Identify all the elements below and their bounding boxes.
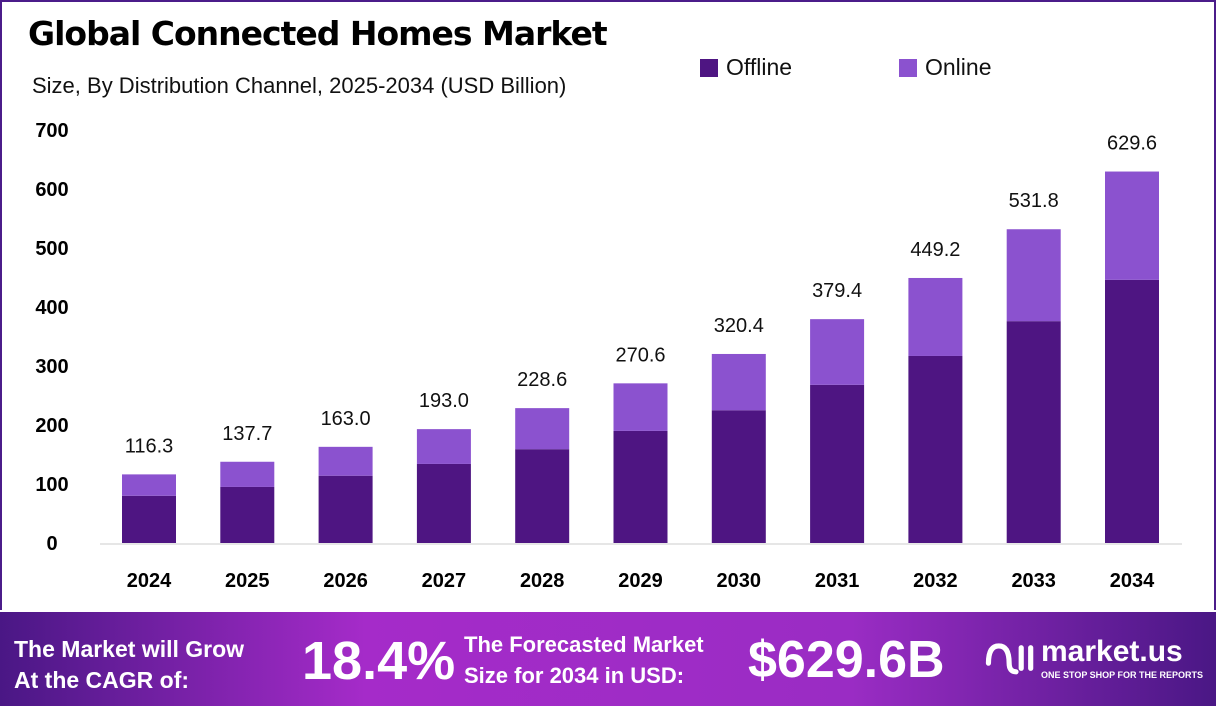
logo-name: market.us [1041,635,1183,668]
x-tick-label: 2030 [717,570,762,592]
bar-online [908,277,963,356]
data-label: 379.4 [812,280,862,302]
bar-online [122,474,176,496]
bar-online [613,383,668,431]
x-tick-label: 2033 [1011,570,1056,592]
y-tick-label: 600 [35,179,68,201]
y-tick-label: 400 [35,297,68,319]
market-size-label: The Forecasted Market Size for 2034 in US… [464,629,704,691]
x-tick-label: 2028 [520,570,565,592]
data-label: 449.2 [910,239,960,261]
bar-offline [1006,321,1061,543]
data-label: 163.0 [321,408,371,430]
bar-online [416,429,471,464]
bar-offline [711,410,766,543]
y-tick-label: 500 [35,238,68,260]
data-label: 193.0 [419,390,469,412]
bar-online [810,319,865,385]
x-tick-label: 2029 [618,570,663,592]
bar-offline [1105,279,1159,543]
data-label: 116.3 [125,435,174,457]
logo-icon [985,643,1034,675]
bar-offline [318,475,373,543]
bar-offline [416,463,471,543]
market-us-logo: market.us ONE STOP SHOP FOR THE REPORTS [985,636,1203,680]
x-tick-label: 2025 [225,570,270,592]
x-tick-label: 2024 [127,570,172,592]
bar-offline [908,355,963,543]
cagr-value: 18.4% [302,631,456,691]
bar-online [318,446,373,476]
legend-online: Online [899,54,991,81]
bar-offline [220,486,275,543]
legend-label: Offline [726,54,793,80]
data-label: 270.6 [615,344,665,366]
y-tick-label: 300 [35,356,68,378]
size-label-line: Size for 2034 in USD: [464,663,685,688]
bar-online [1105,171,1159,280]
x-tick-label: 2027 [422,570,467,592]
bar-chart: 0 100 200 300 400 500 600 700 116.3 2024 137.7 2025… [35,120,1182,592]
chart-title: Global Connected Homes Market [28,14,608,53]
data-label: 629.6 [1107,133,1157,155]
bar-offline [810,384,865,543]
x-tick-label: 2034 [1110,570,1155,592]
data-label: 531.8 [1009,190,1059,212]
y-tick-label: 100 [35,474,68,496]
data-label: 320.4 [714,315,764,337]
cagr-label: The Market will Grow At the CAGR of: [14,634,244,696]
chart-subtitle: Size, By Distribution Channel, 2025-2034… [32,73,567,98]
x-tick-label: 2032 [913,570,958,592]
y-tick-label: 0 [46,533,57,555]
bar-offline [613,430,668,543]
logo-tagline: ONE STOP SHOP FOR THE REPORTS [1041,670,1204,680]
legend-swatch-online [899,58,917,77]
data-label: 137.7 [222,423,272,445]
bar-online [515,408,570,450]
x-tick-label: 2026 [323,570,368,592]
bar-offline [122,495,176,543]
data-label: 228.6 [517,369,567,391]
cagr-label-line: The Market will Grow [14,636,245,662]
x-tick-label: 2031 [815,570,860,592]
footer-banner: The Market will Grow At the CAGR of: 18.4… [0,612,1216,706]
bar-online [711,353,766,411]
cagr-label-line: At the CAGR of: [14,667,190,693]
bar-offline [515,449,570,543]
legend-swatch-offline [700,58,718,77]
market-size-value: $629.6B [748,631,945,689]
size-label-line: The Forecasted Market [464,632,704,657]
legend-offline: Offline [700,54,792,81]
bar-online [220,461,275,487]
y-tick-label: 700 [35,120,68,142]
legend-label: Online [925,54,992,80]
y-tick-label: 200 [35,415,68,437]
bar-online [1006,229,1061,322]
